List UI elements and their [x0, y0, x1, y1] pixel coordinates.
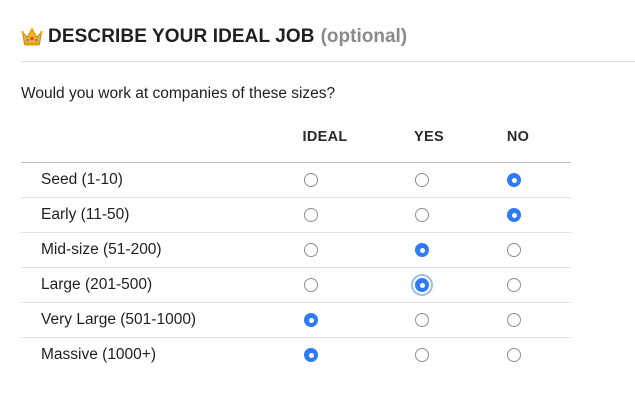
radio-ideal[interactable]	[304, 313, 318, 327]
column-header-yes: YES	[414, 129, 444, 145]
grid-row: Mid-size (51-200)	[21, 233, 571, 268]
radio-ideal[interactable]	[304, 173, 318, 187]
radio-yes[interactable]	[415, 173, 429, 187]
radio-no[interactable]	[507, 278, 521, 292]
header-divider	[21, 61, 635, 62]
radio-yes[interactable]	[415, 348, 429, 362]
radio-no[interactable]	[507, 173, 521, 187]
grid-row: Massive (1000+)	[21, 338, 571, 372]
column-header-no: NO	[506, 129, 530, 145]
radio-yes[interactable]	[415, 313, 429, 327]
radio-yes[interactable]	[415, 243, 429, 257]
row-label: Very Large (501-1000)	[41, 311, 197, 328]
radio-ideal[interactable]	[304, 243, 318, 257]
section-optional-label: (optional)	[320, 26, 408, 47]
radio-yes[interactable]	[415, 278, 429, 292]
radio-no[interactable]	[507, 243, 521, 257]
section-header: DESCRIBE YOUR IDEAL JOB (optional)	[21, 24, 407, 50]
row-label: Massive (1000+)	[41, 346, 157, 363]
grid-header-row: IDEAL YES NO	[21, 120, 571, 163]
radio-ideal[interactable]	[304, 278, 318, 292]
section-title: DESCRIBE YOUR IDEAL JOB	[48, 26, 315, 47]
radio-ideal[interactable]	[304, 348, 318, 362]
radio-yes[interactable]	[415, 208, 429, 222]
grid-row: Very Large (501-1000)	[21, 303, 571, 338]
column-header-ideal: IDEAL	[302, 129, 348, 145]
company-size-grid: IDEAL YES NO Seed (1-10) Early (11-50) Mid…	[21, 120, 571, 372]
row-label: Mid-size (51-200)	[41, 241, 162, 258]
crown-icon	[21, 27, 43, 47]
grid-row: Seed (1-10)	[21, 163, 571, 198]
question-label: Would you work at companies of these siz…	[21, 85, 336, 102]
radio-ideal[interactable]	[304, 208, 318, 222]
grid-body: Seed (1-10) Early (11-50) Mid-size (51-200…	[21, 163, 571, 372]
radio-no[interactable]	[507, 313, 521, 327]
radio-no[interactable]	[507, 208, 521, 222]
row-label: Seed (1-10)	[41, 171, 123, 188]
radio-no[interactable]	[507, 348, 521, 362]
grid-row: Large (201-500)	[21, 268, 571, 303]
row-label: Large (201-500)	[41, 276, 153, 293]
row-label: Early (11-50)	[41, 206, 130, 223]
grid-row: Early (11-50)	[21, 198, 571, 233]
